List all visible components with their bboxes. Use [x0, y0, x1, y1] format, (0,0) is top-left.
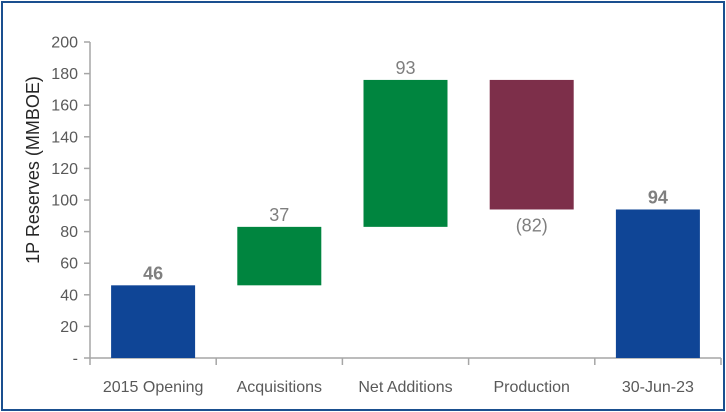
data-label: 46 [143, 263, 163, 283]
bar-decrease [489, 79, 574, 210]
data-label: (82) [516, 215, 548, 235]
y-axis-title: 1P Reserves (MMBOE) [23, 76, 43, 264]
y-tick-label: - [73, 351, 78, 368]
y-tick-label: 200 [51, 35, 78, 52]
x-tick-label: Net Additions [358, 379, 452, 396]
y-tick-label: 20 [60, 319, 78, 336]
data-label: 94 [648, 187, 668, 207]
y-tick-label: 180 [51, 66, 78, 83]
data-label: 93 [395, 58, 415, 78]
y-tick-label: 120 [51, 161, 78, 178]
x-tick-label: 30-Jun-23 [622, 379, 694, 396]
y-tick-label: 80 [60, 224, 78, 241]
y-tick-label: 100 [51, 193, 78, 210]
x-tick-label: 2015 Opening [103, 379, 204, 396]
bar-total [111, 285, 196, 358]
y-tick-label: 60 [60, 256, 78, 273]
y-tick-label: 140 [51, 129, 78, 146]
y-tick-label: 40 [60, 287, 78, 304]
bar-increase [237, 226, 322, 286]
x-tick-label: Acquisitions [237, 379, 322, 396]
y-tick-label: 160 [51, 98, 78, 115]
bar-total [615, 209, 700, 358]
data-label: 37 [269, 205, 289, 225]
bar-increase [363, 79, 448, 227]
x-tick-label: Production [493, 379, 570, 396]
